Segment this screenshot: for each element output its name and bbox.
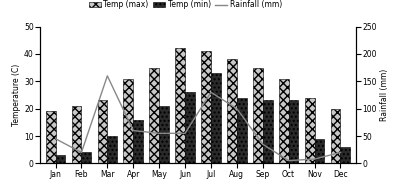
Bar xyxy=(175,48,185,163)
Bar xyxy=(133,120,143,163)
Bar xyxy=(46,111,56,163)
Bar xyxy=(56,155,65,163)
Bar xyxy=(237,98,247,163)
Bar xyxy=(211,73,221,163)
Bar xyxy=(227,59,237,163)
Bar xyxy=(82,152,91,163)
Bar xyxy=(185,92,195,163)
Bar xyxy=(72,106,82,163)
Bar xyxy=(331,109,340,163)
Legend: Temp (max), Temp (min), Rainfall (mm): Temp (max), Temp (min), Rainfall (mm) xyxy=(89,0,282,9)
Bar xyxy=(279,79,289,163)
Bar xyxy=(107,136,117,163)
Bar xyxy=(263,101,272,163)
Bar xyxy=(98,101,107,163)
Bar xyxy=(289,101,298,163)
Y-axis label: Temperature (C): Temperature (C) xyxy=(12,64,21,126)
Bar xyxy=(201,51,211,163)
Bar xyxy=(253,68,263,163)
Bar xyxy=(340,147,350,163)
Bar xyxy=(314,139,324,163)
Bar xyxy=(149,68,159,163)
Y-axis label: Rainfall (mm): Rainfall (mm) xyxy=(380,69,388,121)
Bar xyxy=(124,79,133,163)
Bar xyxy=(159,106,169,163)
Bar xyxy=(305,98,314,163)
